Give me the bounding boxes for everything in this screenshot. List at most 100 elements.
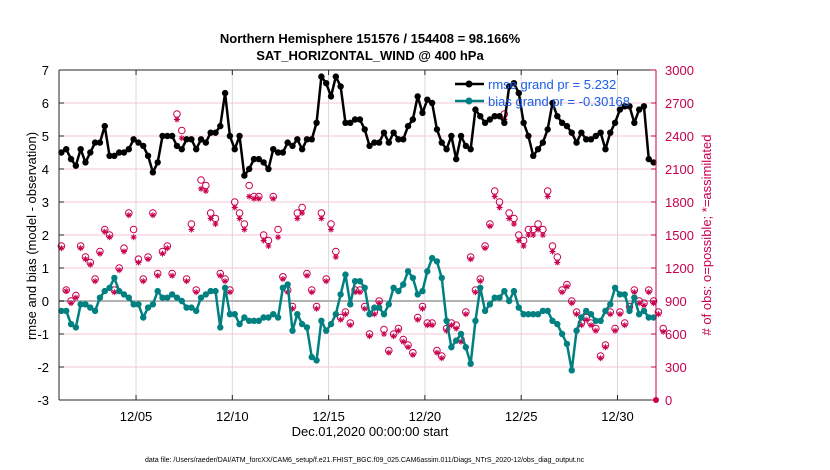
bias-point: [260, 314, 267, 321]
bias-point: [241, 314, 248, 321]
bias-point: [400, 281, 407, 288]
rmse-point: [144, 152, 152, 159]
obs-assimilated-marker: [68, 300, 75, 307]
bias-point: [592, 317, 600, 324]
rmse-point: [635, 106, 643, 113]
bias-point: [477, 284, 484, 291]
rmse-point: [154, 159, 161, 166]
obs-assimilated-marker: [583, 316, 590, 323]
rmse-point: [380, 129, 388, 136]
obs-assimilated-marker: [202, 188, 209, 194]
obs-possible-marker: [187, 220, 196, 228]
bias-point: [549, 317, 556, 324]
bias-point: [327, 320, 335, 328]
bias-point: [67, 320, 75, 328]
x-ticks: 12/05 12/10 12/15 12/20 12/25 12/30: [120, 70, 634, 424]
asterisk-stroke: [497, 205, 502, 210]
asterisk-stroke: [453, 326, 459, 331]
obs-assimilated-marker: [390, 333, 397, 340]
obs-assimilated-marker: [154, 272, 161, 279]
rmse-point: [433, 126, 441, 133]
rmse-point: [481, 119, 489, 127]
rmse-point: [337, 83, 344, 90]
rmse-point: [361, 126, 368, 133]
rmse-point: [448, 132, 455, 140]
bias-point: [207, 287, 214, 295]
rmse-point: [323, 80, 330, 87]
asterisk-stroke: [318, 216, 324, 221]
rmse-point: [428, 99, 436, 107]
y-tick-label: -1: [37, 327, 49, 342]
bias-point: [217, 324, 224, 331]
bias-point: [650, 314, 657, 321]
obs-assimilated-marker: [135, 259, 142, 266]
bias-point: [510, 287, 518, 295]
obs-assimilated-marker: [612, 327, 619, 334]
rmse-point: [111, 152, 118, 159]
rmse-point: [510, 80, 518, 87]
asterisk-stroke: [116, 267, 122, 273]
asterisk-stroke: [314, 306, 320, 312]
rmse-point: [120, 149, 128, 156]
bias-point: [544, 307, 551, 315]
rmse-point: [520, 119, 527, 127]
asterisk-stroke: [511, 221, 517, 227]
rmse-point: [279, 149, 287, 156]
rmse-point: [202, 139, 210, 146]
obs-assimilated-marker: [145, 256, 152, 263]
rmse-point: [332, 73, 340, 80]
y-axis-label: rmse and bias (model - observation): [24, 132, 39, 340]
asterisk-stroke: [439, 355, 445, 361]
y2-tick-label: 0: [665, 393, 672, 408]
rmse-point: [265, 165, 272, 173]
rmse-point: [260, 159, 267, 166]
bias-point: [496, 294, 503, 301]
rmse-point: [356, 116, 364, 123]
rmse-point: [289, 142, 296, 150]
rmse-point: [87, 149, 94, 156]
horizontal-gridlines: [59, 102, 656, 368]
obs-assimilated-marker: [82, 256, 89, 263]
bias-point: [491, 294, 498, 301]
x-tick-label: 12/10: [216, 409, 249, 424]
rmse-point: [611, 119, 619, 127]
obs-assimilated-marker: [106, 234, 113, 241]
obs-assimilated-marker: [602, 344, 609, 351]
obs-assimilated-marker: [77, 245, 84, 252]
obs-possible-marker: [553, 253, 562, 261]
asterisk-stroke: [448, 322, 454, 328]
asterisk-stroke: [521, 243, 527, 249]
asterisk-stroke: [246, 194, 252, 199]
obs-assimilated-marker: [236, 215, 243, 222]
bias-point: [462, 344, 470, 351]
obs-possible-marker: [206, 209, 215, 217]
rmse-point: [419, 109, 426, 117]
rmse-point: [607, 129, 614, 136]
rmse-point: [173, 142, 181, 150]
rmse-point: [318, 73, 325, 80]
rmse-point: [327, 93, 335, 100]
rmse-point: [616, 106, 624, 113]
bias-point: [323, 327, 330, 334]
asterisk-stroke: [294, 216, 300, 221]
rmse-point: [438, 139, 445, 146]
asterisk-stroke: [270, 196, 276, 202]
rmse-point: [404, 122, 412, 130]
asterisk-stroke: [126, 212, 132, 218]
bias-point: [530, 311, 537, 318]
rmse-point: [491, 113, 498, 120]
obs-assimilated-marker: [313, 305, 320, 312]
bias-point: [587, 311, 595, 318]
asterisk-stroke: [487, 223, 493, 229]
bias-point: [120, 291, 128, 298]
y2-tick-label: 1500: [665, 228, 694, 243]
asterisk-stroke: [429, 322, 435, 328]
bias-point: [438, 274, 445, 282]
bias-point: [404, 268, 412, 275]
y-tick-label: 3: [42, 195, 49, 210]
asterisk-stroke: [347, 322, 353, 328]
bias-point: [640, 307, 648, 315]
rmse-point: [351, 116, 359, 123]
obs-assimilated-marker: [559, 289, 566, 296]
obs-assimilated-marker: [255, 195, 262, 202]
